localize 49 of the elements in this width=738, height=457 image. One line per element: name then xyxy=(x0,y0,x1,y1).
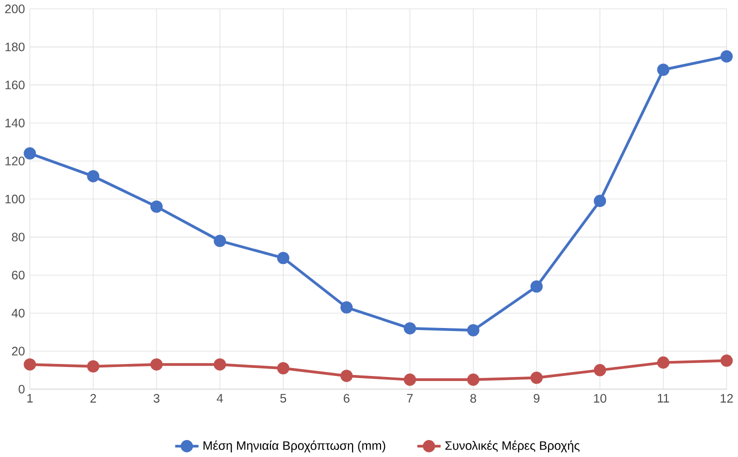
point xyxy=(404,322,416,334)
point xyxy=(530,280,543,293)
x-tick-label: 12 xyxy=(720,394,733,402)
y-tick-label: 40 xyxy=(12,308,25,318)
y-tick-label: 20 xyxy=(12,346,25,356)
x-tick-label: 6 xyxy=(344,394,350,403)
y-tick-label: 140 xyxy=(5,118,25,128)
y-tick-label: 100 xyxy=(5,194,25,204)
point xyxy=(467,373,480,386)
x-tick-label: 10 xyxy=(594,394,606,403)
point xyxy=(214,358,226,370)
legend-label: Συνολικές Μέρες Βροχής xyxy=(445,440,580,452)
point xyxy=(214,234,226,247)
x-tick-label: 11 xyxy=(658,394,670,402)
y-tick-label: 0 xyxy=(18,384,25,394)
y-tick-label: 120 xyxy=(5,156,25,166)
point xyxy=(277,252,290,264)
point xyxy=(87,170,100,182)
point xyxy=(87,360,100,372)
point xyxy=(24,147,36,160)
y-tick-label: 200 xyxy=(5,4,25,14)
point xyxy=(594,194,606,207)
point xyxy=(150,200,163,213)
x-tick-label: 3 xyxy=(154,394,160,403)
x-tick-label: 1 xyxy=(27,394,33,402)
x-tick-label: 9 xyxy=(534,394,540,403)
point xyxy=(150,358,163,370)
x-tick-label: 8 xyxy=(470,394,476,403)
point xyxy=(720,354,733,367)
point xyxy=(720,50,733,62)
point xyxy=(24,358,36,370)
point xyxy=(340,301,353,314)
x-tick-label: 4 xyxy=(216,394,223,402)
y-tick-label: 60 xyxy=(12,270,25,280)
point xyxy=(657,63,670,76)
point xyxy=(277,362,290,374)
point xyxy=(530,371,543,384)
x-tick-label: 2 xyxy=(90,394,96,402)
x-tick-label: 5 xyxy=(280,394,286,402)
point xyxy=(657,356,670,369)
legend-label: Μέση Μηνιαία Βροχόπτωση (mm) xyxy=(204,440,386,452)
point xyxy=(467,324,480,336)
point xyxy=(404,373,416,386)
x-tick-label: 7 xyxy=(407,394,413,402)
y-tick-label: 160 xyxy=(5,80,25,90)
y-tick-label: 80 xyxy=(12,232,25,242)
point xyxy=(594,364,606,376)
y-tick-label: 180 xyxy=(5,42,25,52)
point xyxy=(340,370,353,382)
